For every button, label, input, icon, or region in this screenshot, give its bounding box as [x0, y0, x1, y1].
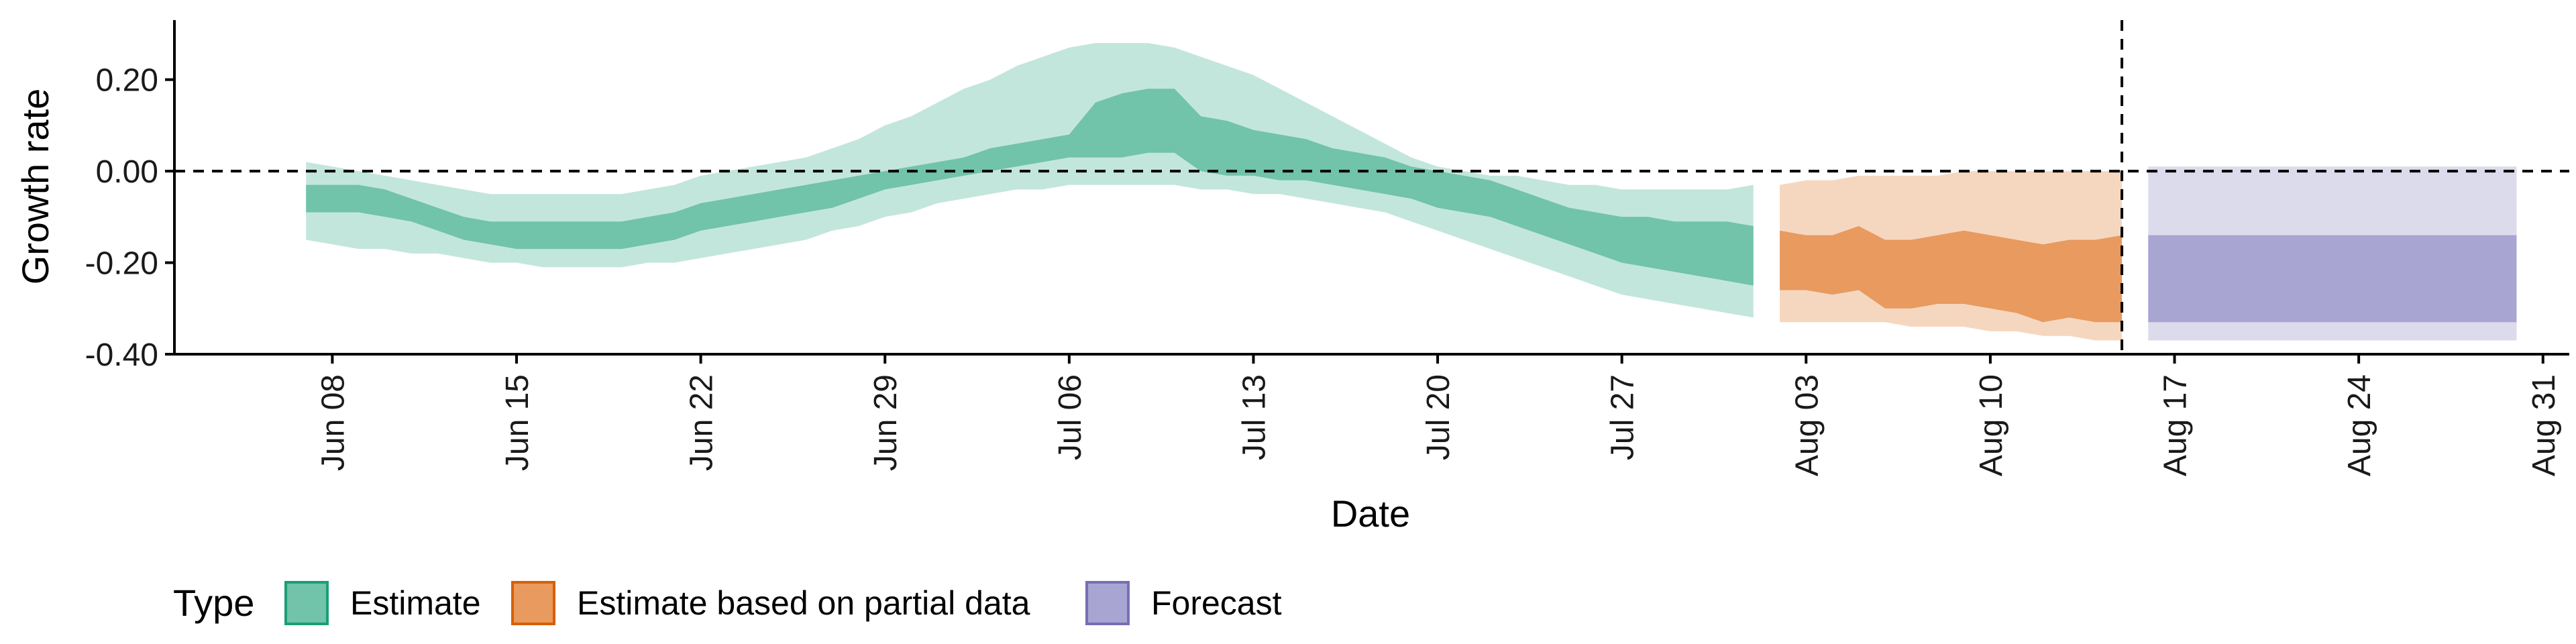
x-axis-title: Date — [1331, 492, 1410, 535]
x-tick-label: Aug 10 — [1974, 374, 2009, 476]
x-tick-label: Aug 24 — [2342, 374, 2377, 476]
forecast-inner-band — [2148, 235, 2517, 323]
x-tick-label: Jul 20 — [1421, 374, 1456, 460]
x-tick-label: Aug 17 — [2158, 374, 2194, 476]
legend: Type Estimate Estimate based on partial … — [173, 581, 1282, 625]
legend-swatch-partial — [511, 581, 555, 625]
x-tick-label: Jun 29 — [868, 374, 904, 471]
x-tick-label: Aug 31 — [2526, 374, 2562, 476]
y-tick-label: 0.00 — [96, 154, 158, 190]
x-tick-label: Jun 08 — [315, 374, 351, 471]
estimate-inner-band — [306, 89, 1754, 286]
x-tick-label: Jun 22 — [684, 374, 720, 471]
y-tick-label: -0.40 — [85, 337, 158, 373]
x-tick-label: Jul 27 — [1605, 374, 1641, 460]
y-tick-label: 0.20 — [96, 63, 158, 99]
x-axis-ticks: Jun 08 Jun 15 Jun 22 Jun 29 Jul 06 Jul 13 Jul … — [315, 354, 2562, 476]
legend-swatch-forecast — [1085, 581, 1130, 625]
legend-title: Type — [173, 582, 254, 624]
chart-bands — [306, 43, 2517, 341]
estimate-based-on-partial-data-inner-band — [1780, 226, 2123, 323]
x-tick-label: Aug 03 — [1789, 374, 1825, 476]
x-tick-label: Jul 13 — [1237, 374, 1273, 460]
x-tick-label: Jun 15 — [500, 374, 535, 471]
legend-label-estimate: Estimate — [350, 584, 481, 622]
estimate-outer-band — [306, 43, 1754, 318]
y-axis-title: Growth rate — [14, 89, 56, 285]
legend-label-partial: Estimate based on partial data — [577, 584, 1030, 622]
legend-swatch-estimate — [284, 581, 329, 625]
legend-label-forecast: Forecast — [1151, 584, 1282, 622]
y-tick-label: -0.20 — [85, 246, 158, 282]
x-tick-label: Jul 06 — [1053, 374, 1088, 460]
y-axis-ticks: 0.20 0.00 -0.20 -0.40 — [85, 63, 174, 373]
